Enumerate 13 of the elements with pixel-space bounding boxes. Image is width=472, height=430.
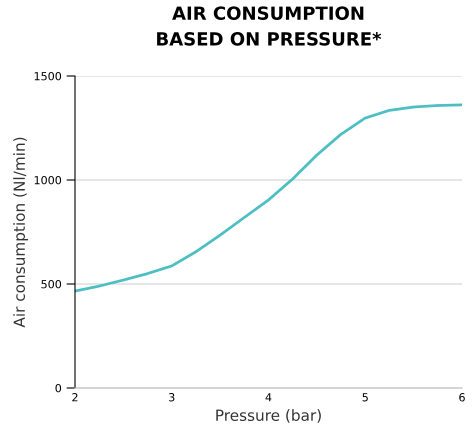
y-tick-label: 1000 [34, 176, 62, 184]
y-tick-label: 0 [55, 384, 62, 392]
x-tick-label: 3 [169, 393, 174, 402]
y-tick-label: 1500 [34, 72, 62, 80]
x-axis-title: Pressure (bar) [216, 409, 321, 423]
line-series [75, 104, 462, 292]
chart-title: AIR CONSUMPTION BASED ON PRESSURE* [157, 6, 382, 46]
y-tick-label: 500 [41, 280, 62, 288]
x-tick-label: 2 [72, 393, 78, 402]
x-tick-label: 4 [266, 393, 272, 402]
x-tick-label: 6 [459, 393, 465, 402]
x-tick-label: 5 [362, 393, 368, 402]
y-axis-title: Air consumption (Nl/min) [13, 138, 28, 328]
